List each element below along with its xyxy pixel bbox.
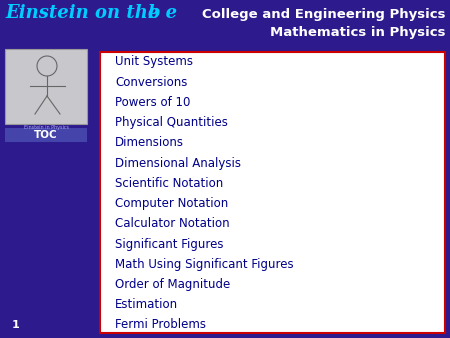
Text: TOC: TOC bbox=[34, 130, 58, 140]
Text: Estimation: Estimation bbox=[115, 298, 178, 311]
Text: Math Using Significant Figures: Math Using Significant Figures bbox=[115, 258, 293, 271]
Text: b: b bbox=[148, 4, 161, 22]
Text: Powers of 10: Powers of 10 bbox=[115, 96, 190, 109]
Text: Physical Quantities: Physical Quantities bbox=[115, 116, 228, 129]
Text: Mathematics in Physics: Mathematics in Physics bbox=[270, 26, 445, 39]
Text: Fermi Problems: Fermi Problems bbox=[115, 318, 206, 332]
Bar bbox=[5, 128, 87, 142]
Text: Computer Notation: Computer Notation bbox=[115, 197, 228, 210]
Text: Unit Systems: Unit Systems bbox=[115, 55, 193, 69]
Text: Dimensions: Dimensions bbox=[115, 137, 184, 149]
Text: Scientific Notation: Scientific Notation bbox=[115, 177, 223, 190]
Text: Order of Magnitude: Order of Magnitude bbox=[115, 278, 230, 291]
Bar bbox=[0, 0, 450, 47]
Text: Dimensional Analysis: Dimensional Analysis bbox=[115, 156, 241, 170]
Text: Einstein on the e: Einstein on the e bbox=[5, 4, 177, 22]
Text: Einstein in Physics: Einstein in Physics bbox=[23, 125, 68, 130]
Bar bbox=[5, 49, 87, 124]
Text: 1: 1 bbox=[12, 320, 20, 330]
Text: Calculator Notation: Calculator Notation bbox=[115, 217, 230, 230]
Text: College and Engineering Physics: College and Engineering Physics bbox=[202, 8, 445, 21]
Text: Conversions: Conversions bbox=[115, 76, 187, 89]
Bar bbox=[0, 47, 95, 338]
Text: Significant Figures: Significant Figures bbox=[115, 238, 224, 250]
Bar bbox=[100, 52, 445, 333]
